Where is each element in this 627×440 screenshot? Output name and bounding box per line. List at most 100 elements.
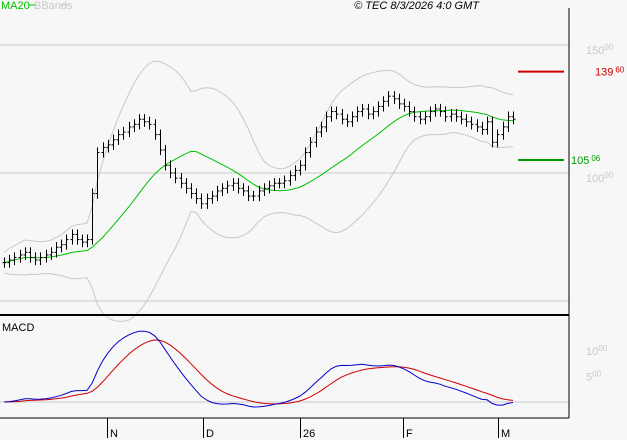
price-bar (220, 183, 225, 197)
price-bar (381, 96, 386, 112)
price-bars (2, 91, 516, 268)
price-bar (303, 147, 308, 171)
price-bar (454, 109, 459, 122)
price-bar (49, 247, 54, 261)
price-bar (179, 173, 184, 189)
price-bar (90, 188, 95, 245)
price-bar (28, 247, 33, 263)
x-axis-labels: N D 26 F M (107, 418, 510, 440)
price-bar (282, 175, 287, 189)
x-tick-label: 26 (303, 428, 315, 440)
price-bar (142, 114, 147, 127)
price-bar (210, 190, 215, 204)
price-bar (184, 178, 189, 194)
price-bar (106, 139, 111, 153)
price-bar (501, 121, 506, 140)
price-bar (449, 109, 454, 122)
price-bar (64, 234, 69, 250)
level-label: 105 06 (571, 154, 601, 167)
price-bar (340, 109, 345, 125)
price-bar (38, 252, 43, 266)
price-bar (485, 116, 490, 135)
bollinger-bands (3, 60, 514, 322)
price-bar (147, 116, 152, 130)
price-bar (475, 119, 480, 133)
price-bar (376, 101, 381, 117)
price-bar (18, 249, 23, 263)
level-label: 139 60 (595, 66, 625, 79)
price-bar (433, 103, 438, 117)
price-bar (360, 103, 365, 117)
macd-lines (3, 330, 514, 408)
price-bar (329, 106, 334, 122)
price-bar (33, 252, 38, 266)
price-bar (392, 91, 397, 104)
price-bar (44, 249, 49, 263)
price-bar (324, 111, 329, 133)
price-bar (85, 234, 90, 248)
price-bar (443, 106, 448, 122)
price-bar (407, 101, 412, 117)
price-bar (137, 114, 142, 130)
price-bar (262, 183, 267, 197)
price-bar (101, 142, 106, 158)
price-bar (199, 193, 204, 209)
price-bar (267, 180, 272, 194)
price-bar (495, 129, 500, 148)
x-tick-label: N (110, 428, 118, 440)
price-bar (511, 111, 516, 125)
price-bar (215, 185, 220, 202)
price-bar (314, 126, 319, 148)
price-bar (251, 190, 256, 202)
price-bar (231, 178, 236, 191)
price-bar (334, 106, 339, 120)
price-bar (241, 183, 246, 197)
macd-title: MACD (2, 322, 34, 334)
macd-line (3, 330, 514, 408)
price-bar (423, 111, 428, 125)
price-bar (153, 119, 158, 140)
price-bar (70, 229, 75, 245)
price-bar (397, 93, 402, 109)
price-bar (350, 111, 355, 127)
price-bar (298, 160, 303, 176)
upper-band (3, 60, 514, 253)
price-bar (459, 111, 464, 125)
price-bar (189, 183, 194, 199)
x-tick-label: F (406, 428, 413, 440)
price-bar (438, 103, 443, 117)
price-bar (121, 126, 126, 140)
x-tick-label: D (206, 428, 214, 440)
price-bar (111, 134, 116, 150)
price-bar (319, 121, 324, 138)
price-bar (173, 167, 178, 184)
legend-ma20: MA20 (1, 0, 30, 12)
price-bar (355, 106, 360, 122)
price-bar (163, 144, 168, 171)
price-bar (205, 193, 210, 209)
price-bar (225, 180, 230, 194)
price-bar (371, 106, 376, 120)
copyright-timestamp: © TEC 8/3/2026 4:0 GMT (354, 0, 480, 12)
price-bar (469, 116, 474, 130)
price-bar (116, 129, 121, 145)
macd-tick: 500 (586, 370, 602, 384)
price-bar (272, 178, 277, 191)
price-bar (428, 106, 433, 122)
price-bar (80, 234, 85, 248)
price-bar (127, 121, 132, 138)
price-bar (246, 185, 251, 202)
price-bar (12, 252, 17, 266)
price-bar (59, 239, 64, 253)
y-axis-labels: 15000 10000 1000 500 (586, 43, 614, 384)
price-bar (75, 229, 80, 245)
price-bar (418, 111, 423, 125)
price-bar (236, 178, 241, 194)
legend-bbands: BBands (34, 0, 73, 12)
price-bar (277, 178, 282, 189)
chart-frame (0, 8, 570, 419)
price-bar (386, 91, 391, 107)
lower-band (3, 132, 514, 322)
macd-tick: 1000 (586, 344, 608, 358)
